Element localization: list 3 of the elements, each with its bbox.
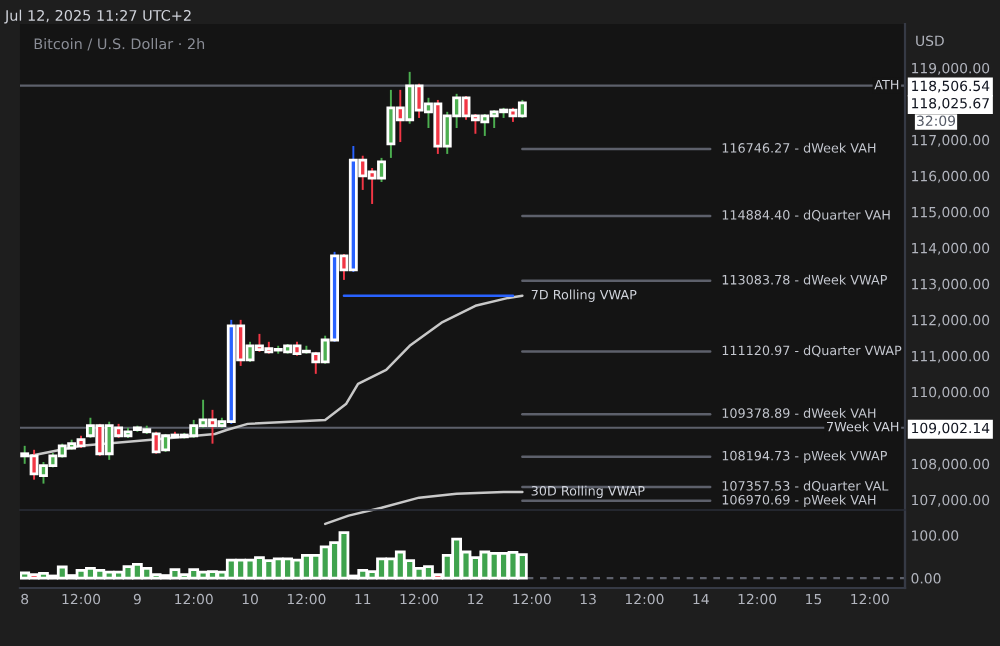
line-series [323, 490, 524, 526]
bar [516, 553, 528, 580]
bar [20, 571, 31, 580]
